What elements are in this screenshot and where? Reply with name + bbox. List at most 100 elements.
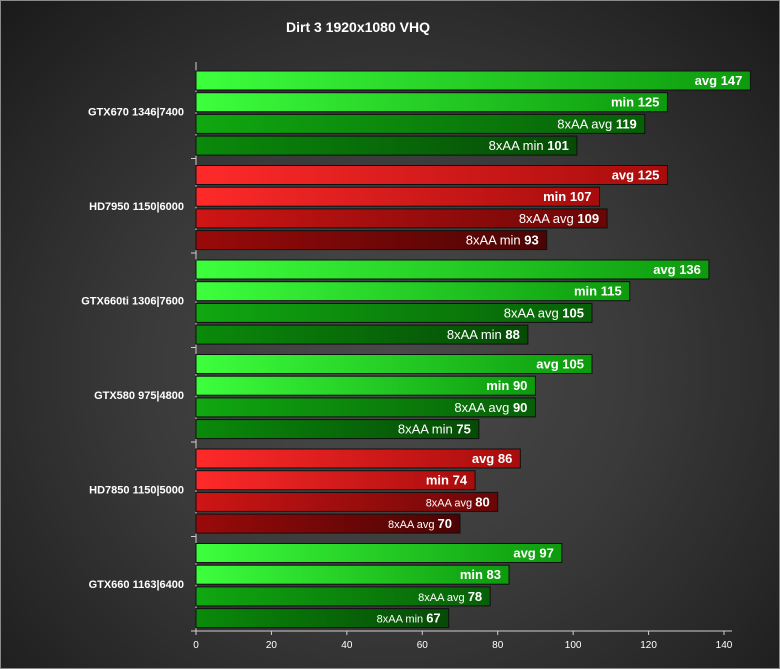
- data-label-prefix: avg: [612, 168, 638, 183]
- bar-gtx660ti-1306-7600-8xaa-min-3: [195, 324, 529, 345]
- data-label-prefix: avg: [536, 357, 562, 372]
- data-label: min 125: [611, 95, 659, 110]
- data-label: 8xAA avg 109: [519, 211, 599, 226]
- bar-hd7850-1150-5000-8xaa-avg-3: [195, 513, 461, 534]
- bar-hd7950-1150-6000-avg-0: [195, 165, 668, 185]
- data-label-prefix: 8xAA avg: [426, 497, 476, 509]
- data-label-prefix: min: [543, 189, 570, 204]
- data-label-prefix: 8xAA min: [447, 327, 506, 342]
- category-label-hd7950-1150-6000: HD7950 1150|6000: [89, 201, 184, 213]
- data-label-prefix: avg: [653, 262, 679, 277]
- data-label: avg 125: [612, 168, 660, 183]
- data-label-value: 125: [638, 168, 660, 183]
- data-label-value: 78: [468, 589, 482, 604]
- x-tick-label: 100: [565, 640, 582, 651]
- data-label-prefix: min: [486, 378, 513, 393]
- bar-hd7850-1150-5000-avg-0: [195, 448, 521, 469]
- data-label-value: 101: [547, 138, 569, 153]
- data-label-value: 83: [487, 567, 501, 582]
- data-label: 8xAA min 101: [489, 138, 569, 153]
- bar-hd7950-1150-6000-8xaa-avg-2: [195, 208, 608, 229]
- data-label-prefix: 8xAA min: [466, 233, 525, 248]
- data-label-prefix: min: [611, 95, 638, 110]
- data-label: avg 147: [695, 73, 743, 88]
- data-label: avg 86: [472, 451, 512, 466]
- data-label-value: 147: [721, 73, 743, 88]
- data-label-value: 105: [562, 305, 584, 320]
- data-label-prefix: 8xAA avg: [557, 116, 616, 131]
- bar-hd7950-1150-6000-8xaa-min-3: [195, 230, 548, 251]
- data-label-value: 125: [638, 95, 660, 110]
- chart-title: Dirt 3 1920x1080 VHQ: [286, 19, 430, 35]
- data-label: avg 97: [513, 546, 553, 561]
- bar-gtx670-1346-7400-min-1: [195, 92, 668, 113]
- x-tick-label: 40: [341, 640, 353, 651]
- data-label-prefix: 8xAA avg: [418, 592, 468, 604]
- bar-hd7850-1150-5000-min-1: [195, 470, 476, 491]
- bar-gtx660-1163-6400-8xaa-min-3: [195, 608, 450, 629]
- bar-gtx660-1163-6400-8xaa-avg-2: [195, 586, 491, 607]
- x-tick-label: 140: [716, 640, 733, 651]
- bar-gtx660ti-1306-7600-avg-0: [195, 259, 710, 280]
- data-label: avg 136: [653, 262, 701, 277]
- bar-gtx670-1346-7400-8xaa-min-3: [195, 135, 578, 156]
- data-label: min 74: [426, 473, 468, 488]
- category-label-gtx660-1163-6400: GTX660 1163|6400: [89, 579, 184, 591]
- x-tick-label: 120: [640, 640, 657, 651]
- data-label: 8xAA min 88: [447, 327, 520, 342]
- bar-gtx670-1346-7400-8xaa-avg-2: [195, 113, 646, 134]
- data-label: min 83: [460, 567, 501, 582]
- data-label: 8xAA avg 78: [418, 589, 482, 604]
- data-label-value: 107: [570, 189, 592, 204]
- data-label-value: 97: [539, 546, 553, 561]
- data-label-value: 115: [601, 284, 622, 299]
- data-label: 8xAA avg 105: [504, 305, 584, 320]
- bar-gtx660ti-1306-7600-min-1: [195, 281, 631, 302]
- data-label: min 107: [543, 189, 591, 204]
- bar-gtx660ti-1306-7600-8xaa-avg-2: [195, 302, 593, 323]
- bar-gtx580-975-4800-min-1: [195, 375, 536, 396]
- data-label: 8xAA avg 70: [388, 516, 452, 531]
- data-label-prefix: 8xAA avg: [388, 519, 438, 531]
- data-label: 8xAA avg 119: [557, 116, 637, 131]
- bar-gtx580-975-4800-8xaa-avg-2: [195, 397, 536, 418]
- data-label-value: 109: [577, 211, 599, 226]
- bar-hd7850-1150-5000-8xaa-avg-2: [195, 491, 499, 512]
- data-label-prefix: avg: [513, 546, 539, 561]
- data-label-value: 90: [513, 400, 527, 415]
- x-tick-label: 80: [492, 640, 504, 651]
- data-label-value: 105: [562, 357, 584, 372]
- data-label: 8xAA min 67: [377, 611, 441, 626]
- data-label-value: 93: [524, 233, 538, 248]
- bar-gtx580-975-4800-avg-0: [195, 354, 593, 374]
- data-label-value: 136: [679, 262, 701, 277]
- data-label: min 115: [574, 284, 622, 299]
- data-label-value: 70: [438, 516, 452, 531]
- data-label: 8xAA avg 90: [454, 400, 527, 415]
- bar-gtx660-1163-6400-avg-0: [195, 543, 563, 563]
- data-label-value: 80: [475, 494, 489, 509]
- data-label-prefix: avg: [695, 73, 721, 88]
- data-label-prefix: 8xAA avg: [519, 211, 578, 226]
- data-label-prefix: min: [460, 567, 487, 582]
- bar-gtx580-975-4800-8xaa-min-3: [195, 419, 480, 440]
- data-label-value: 90: [513, 378, 527, 393]
- data-label-prefix: 8xAA min: [398, 422, 457, 437]
- data-label-prefix: min: [574, 284, 601, 299]
- data-label-prefix: 8xAA avg: [454, 400, 513, 415]
- category-label-gtx670-1346-7400: GTX670 1346|7400: [88, 106, 184, 118]
- data-label: 8xAA avg 80: [426, 494, 490, 509]
- data-label: min 90: [486, 378, 527, 393]
- x-tick-label: 0: [193, 640, 199, 651]
- data-label: 8xAA min 75: [398, 422, 471, 437]
- x-tick-label: 20: [266, 640, 278, 651]
- data-label-prefix: 8xAA min: [377, 614, 427, 626]
- data-label-value: 67: [426, 611, 440, 626]
- data-label: avg 105: [536, 357, 584, 372]
- data-label-prefix: 8xAA avg: [504, 305, 563, 320]
- data-label-prefix: avg: [472, 451, 498, 466]
- x-tick-label: 60: [417, 640, 429, 651]
- data-label-value: 86: [498, 451, 512, 466]
- category-label-gtx660ti-1306-7600: GTX660ti 1306|7600: [81, 295, 184, 307]
